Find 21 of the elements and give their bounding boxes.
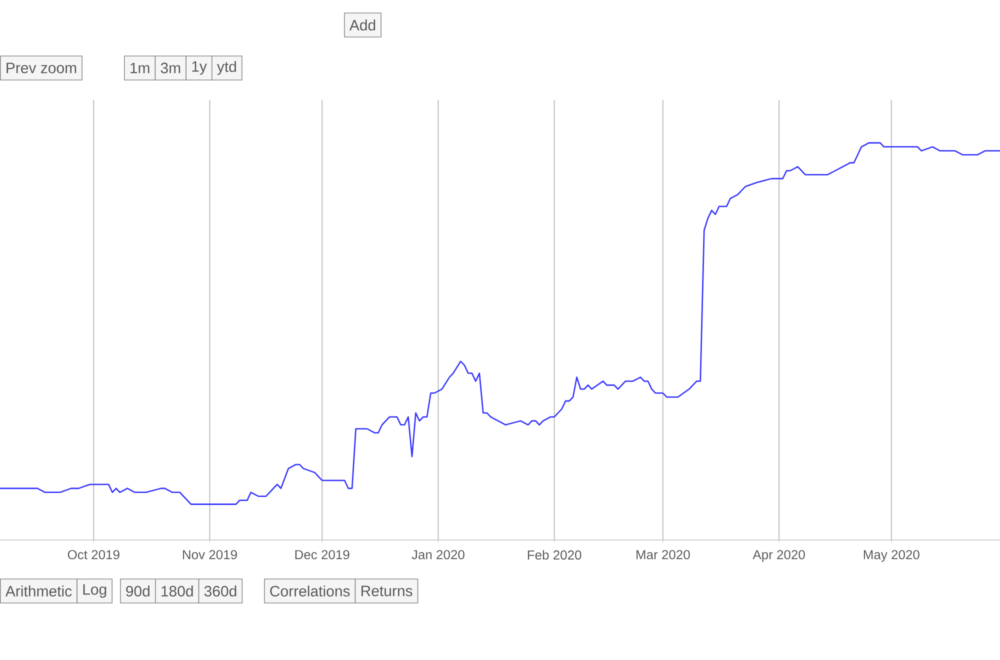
text: 3m [160,62,180,74]
x-tick-label: May 2020 [864,550,920,562]
text: Prev zoom [6,62,76,74]
x-tick-label: Feb 2020 [528,550,582,560]
text: 90d [126,586,150,597]
x-tick-label: Dec 2019 [295,550,350,560]
text: Add [349,20,376,31]
x-tick-label: Jan 2020 [412,550,464,560]
x-tick-label: Apr 2020 [752,550,805,562]
x-tick-label: Nov 2019 [182,550,237,560]
text: 1m [130,62,150,74]
text: Returns [362,586,412,596]
text: Arithmetic [5,586,72,597]
x-tick-label: Mar 2020 [636,550,690,560]
text: Log [83,584,106,598]
text: 1y [192,61,207,75]
text: 180d [162,586,193,597]
x-tick-label: Oct 2019 [68,550,120,560]
text: Correlations [270,586,350,597]
text: 360d [204,586,236,597]
text: ytd [216,61,236,75]
